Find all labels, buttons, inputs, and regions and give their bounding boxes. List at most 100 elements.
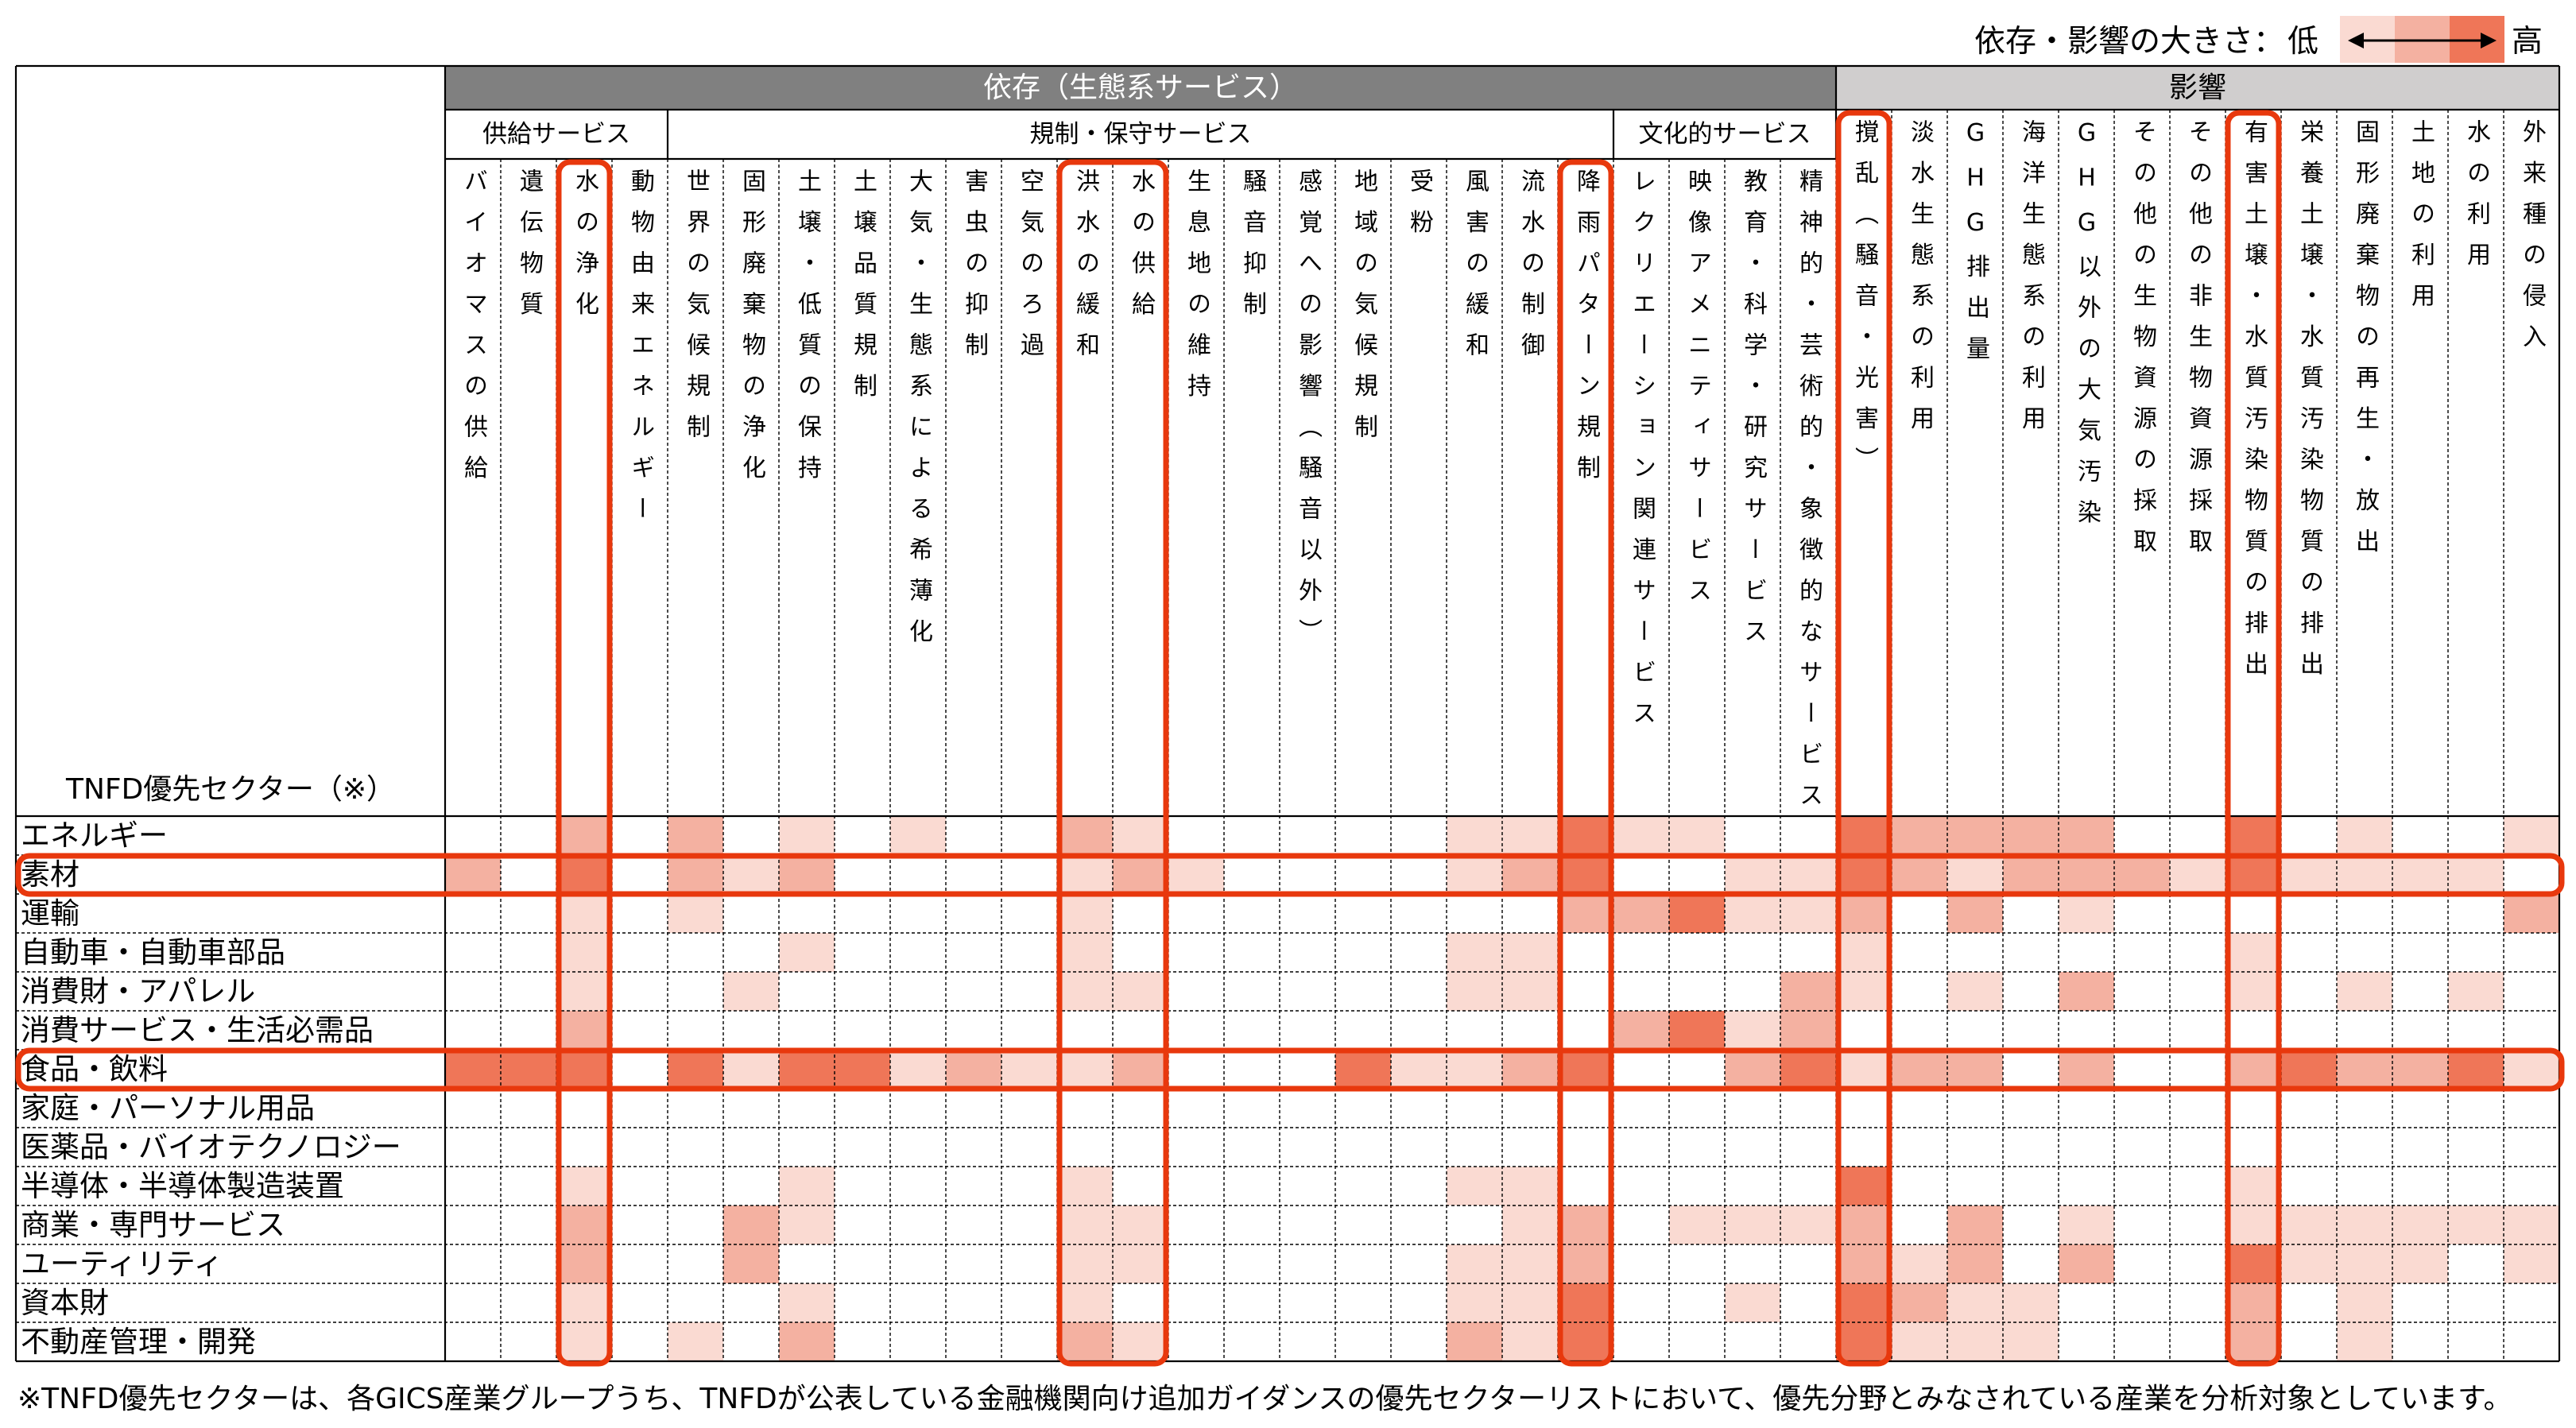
heatmap-cell xyxy=(779,1205,835,1244)
heatmap-cell xyxy=(1391,1089,1447,1128)
heatmap-cell xyxy=(556,894,612,933)
heatmap-cell xyxy=(890,894,946,933)
heatmap-cell xyxy=(445,855,501,894)
heatmap-cell xyxy=(2170,894,2225,933)
heatmap-cell xyxy=(1280,1050,1335,1089)
row-axis-label: TNFD優先セクター（※） xyxy=(65,773,396,806)
heatmap-cell xyxy=(1335,972,1391,1011)
heatmap-cell xyxy=(2504,1205,2559,1244)
column-header: 海洋生態系の利用 xyxy=(2017,119,2045,447)
heatmap-cell xyxy=(1725,1167,1780,1205)
heatmap-cell xyxy=(2392,1322,2448,1361)
heatmap-cell xyxy=(1836,1205,1892,1244)
heatmap-cell xyxy=(1947,1322,2003,1361)
heatmap-cell xyxy=(723,894,779,933)
heatmap-cell xyxy=(890,1089,946,1128)
heatmap-cell xyxy=(1725,1244,1780,1283)
heatmap-cell xyxy=(2448,855,2504,894)
heatmap-cell xyxy=(723,1283,779,1322)
heatmap-cell xyxy=(1001,1167,1057,1205)
column-header: 地域の気候規制 xyxy=(1350,168,1377,455)
heatmap-cell xyxy=(1057,1205,1113,1244)
heatmap-cell xyxy=(779,933,835,972)
heatmap-cell xyxy=(1391,1128,1447,1167)
heatmap-cell xyxy=(501,816,556,855)
heatmap-cell xyxy=(1780,1205,1836,1244)
heatmap-cell xyxy=(2448,816,2504,855)
heatmap-cell xyxy=(2114,1244,2170,1283)
heatmap-cell xyxy=(2504,1050,2559,1089)
heatmap-cell xyxy=(2392,1205,2448,1244)
heatmap-cell xyxy=(1613,972,1669,1011)
heatmap-cell xyxy=(1613,1283,1669,1322)
heatmap-cell xyxy=(2504,816,2559,855)
heatmap-cell xyxy=(1725,1050,1780,1089)
subgroup-header-regulating: 規制・保守サービス xyxy=(1029,120,1252,149)
heatmap-cell xyxy=(2281,1128,2337,1167)
heatmap-cell xyxy=(890,1167,946,1205)
heatmap-cell xyxy=(2504,1322,2559,1361)
heatmap-cell xyxy=(1836,933,1892,972)
heatmap-cell xyxy=(723,1089,779,1128)
heatmap-cell xyxy=(835,972,890,1011)
heatmap-cell xyxy=(668,1128,723,1167)
heatmap-cell xyxy=(2337,1244,2392,1283)
heatmap-cell xyxy=(2281,1050,2337,1089)
heatmap-cell xyxy=(946,1128,1001,1167)
heatmap-cell xyxy=(723,1167,779,1205)
heatmap-cell xyxy=(445,972,501,1011)
heatmap-cell xyxy=(1057,1128,1113,1167)
heatmap-cell xyxy=(890,1283,946,1322)
double-arrow-icon xyxy=(2348,32,2497,48)
heatmap-cell xyxy=(1947,1167,2003,1205)
heatmap-cell xyxy=(445,1089,501,1128)
heatmap-cell xyxy=(946,816,1001,855)
heatmap-cell xyxy=(2225,1205,2281,1244)
heatmap-cell xyxy=(1558,816,1613,855)
heatmap-cell xyxy=(1224,972,1280,1011)
heatmap-cell xyxy=(1113,1205,1168,1244)
heatmap-cell xyxy=(779,1089,835,1128)
heatmap-cell xyxy=(501,1167,556,1205)
heatmap-cell xyxy=(1280,1205,1335,1244)
heatmap-cell xyxy=(2170,1244,2225,1283)
heatmap-cell xyxy=(556,816,612,855)
heatmap-cell xyxy=(556,1128,612,1167)
heatmap-cell xyxy=(1836,1011,1892,1050)
heatmap-cell xyxy=(1947,1050,2003,1089)
heatmap-cell xyxy=(723,1011,779,1050)
column-header: GHG排出量 xyxy=(1962,119,1989,377)
heatmap-cell xyxy=(2059,1167,2114,1205)
heatmap-cell xyxy=(1947,855,2003,894)
heatmap-cell xyxy=(2504,933,2559,972)
heatmap-cell xyxy=(946,1167,1001,1205)
heatmap-cell xyxy=(501,1128,556,1167)
heatmap-cell xyxy=(2003,972,2059,1011)
heatmap-cell xyxy=(1168,894,1224,933)
column-header: 洪水の緩和 xyxy=(1071,168,1099,373)
heatmap-cell xyxy=(1558,1283,1613,1322)
heatmap-cell xyxy=(1224,1205,1280,1244)
heatmap-cell xyxy=(1057,816,1113,855)
heatmap-cell xyxy=(1780,1128,1836,1167)
heatmap-cell xyxy=(2170,1089,2225,1128)
heatmap-cell xyxy=(1335,855,1391,894)
legend-label: 依存・影響の大きさ： xyxy=(1974,24,2285,60)
column-header: 外来種の侵入 xyxy=(2518,119,2546,365)
column-header: 流水の制御 xyxy=(1517,168,1544,373)
heatmap-cell xyxy=(1447,1283,1502,1322)
heatmap-cell xyxy=(668,1167,723,1205)
heatmap-cell xyxy=(1892,1089,1947,1128)
column-header: 動物由来エネルギー xyxy=(626,168,654,537)
heatmap-cell xyxy=(501,1244,556,1283)
column-header: 水の浄化 xyxy=(571,168,598,332)
heatmap-cell xyxy=(2003,894,2059,933)
heatmap-cell xyxy=(668,855,723,894)
heatmap-cell xyxy=(2504,1244,2559,1283)
heatmap-cell xyxy=(946,1244,1001,1283)
heatmap-cell xyxy=(612,816,668,855)
heatmap-cell xyxy=(1001,933,1057,972)
heatmap-cell xyxy=(1001,894,1057,933)
heatmap-cell xyxy=(1836,1128,1892,1167)
column-header: 降雨パターン規制 xyxy=(1572,168,1600,496)
